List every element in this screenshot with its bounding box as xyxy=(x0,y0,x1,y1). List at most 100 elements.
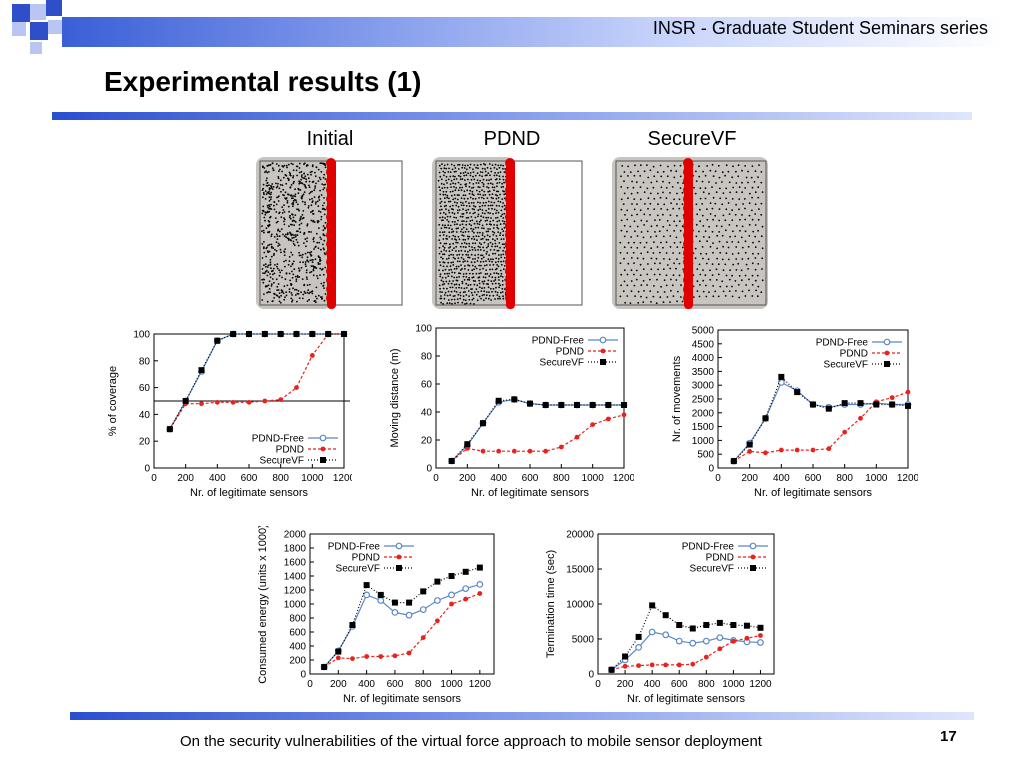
y-tick-label: 200 xyxy=(289,656,306,667)
x-tick-label: 400 xyxy=(644,679,661,690)
data-point xyxy=(621,412,627,418)
data-point xyxy=(480,420,486,427)
y-tick-label: 800 xyxy=(289,614,306,625)
data-point xyxy=(810,447,816,453)
data-point xyxy=(309,331,316,337)
data-point xyxy=(480,448,486,454)
data-point xyxy=(747,449,753,454)
legend-marker xyxy=(750,565,756,571)
y-axis-label: Moving distance (m) xyxy=(389,348,401,447)
data-point xyxy=(364,654,370,659)
data-point xyxy=(716,634,724,641)
series-line xyxy=(323,592,481,668)
chart-consumed-energy: 0 200 400 600 800 1000 1200 0 200 400 600 800 1000 12… xyxy=(257,526,495,705)
x-tick-label: 600 xyxy=(805,473,822,484)
data-point xyxy=(842,429,848,435)
data-point xyxy=(363,591,371,599)
data-point xyxy=(433,597,441,604)
data-point xyxy=(262,398,268,404)
data-point xyxy=(527,448,533,454)
legend-label: PDND-Free xyxy=(328,542,381,553)
data-point xyxy=(511,396,518,403)
x-tick-label: 800 xyxy=(415,679,432,690)
data-point xyxy=(198,367,205,374)
y-tick-label: 40 xyxy=(421,408,433,419)
series-line xyxy=(733,391,909,462)
legend-marker xyxy=(884,361,890,367)
data-point xyxy=(649,662,655,668)
data-point xyxy=(464,441,471,448)
data-point xyxy=(675,637,683,645)
data-point xyxy=(717,646,723,652)
data-point xyxy=(511,448,517,454)
data-point xyxy=(758,633,763,638)
y-tick-label: 1500 xyxy=(692,422,715,433)
data-point xyxy=(702,637,710,645)
data-point xyxy=(794,447,800,453)
x-tick-label: 1200 xyxy=(469,679,492,690)
data-point xyxy=(214,399,220,405)
x-axis-label: Nr. of legitimate sensors xyxy=(471,487,589,499)
data-point xyxy=(558,444,564,450)
legend-label: SecureVF xyxy=(260,456,304,467)
sensor-dots xyxy=(261,162,327,304)
data-point xyxy=(574,402,580,408)
x-tick-label: 200 xyxy=(741,473,758,484)
panel-title-pdnd: PDND xyxy=(483,128,541,150)
data-point xyxy=(527,400,533,407)
data-point xyxy=(277,331,284,337)
legend-label: PDND-Free xyxy=(816,338,869,349)
legend-marker xyxy=(396,554,402,560)
data-point xyxy=(294,385,299,390)
data-point xyxy=(378,654,384,659)
data-point xyxy=(622,653,629,660)
legend-marker xyxy=(395,542,403,550)
data-point xyxy=(419,606,427,613)
data-point xyxy=(476,581,484,588)
data-point xyxy=(335,655,341,661)
x-tick-label: 1000 xyxy=(865,473,888,484)
legend-marker xyxy=(600,348,606,354)
legend-label: PDND xyxy=(556,347,584,358)
x-axis-label: Nr. of legitimate sensors xyxy=(190,487,308,499)
data-point xyxy=(873,401,880,408)
data-point xyxy=(889,395,895,401)
data-point xyxy=(744,635,750,641)
legend-marker xyxy=(396,565,402,571)
y-tick-label: 2500 xyxy=(692,395,715,406)
plot-frame xyxy=(597,533,775,675)
legend-marker xyxy=(319,434,327,442)
data-point xyxy=(590,422,596,427)
data-point xyxy=(762,415,769,422)
title-underline xyxy=(52,112,972,120)
data-point xyxy=(810,401,816,408)
data-point xyxy=(495,397,502,404)
data-point xyxy=(462,585,470,592)
data-point xyxy=(377,591,384,598)
panel-title-securevf: SecureVF xyxy=(647,128,737,150)
legend-label: PDND xyxy=(276,445,304,456)
data-point xyxy=(574,434,580,440)
data-point xyxy=(743,622,750,629)
x-axis-label: Nr. of legitimate sensors xyxy=(754,487,872,499)
series-title: INSR - Graduate Student Seminars series xyxy=(652,18,988,38)
coverage-area xyxy=(432,157,514,309)
logo-square xyxy=(30,4,46,20)
y-tick-label: 1400 xyxy=(284,572,307,583)
data-point xyxy=(635,643,643,651)
y-tick-label: 0 xyxy=(300,670,306,681)
x-tick-label: 800 xyxy=(836,473,853,484)
data-point xyxy=(462,568,469,575)
data-point xyxy=(589,402,596,408)
data-point xyxy=(477,591,483,596)
chart-moving-distance: 0 200 400 600 800 1000 1200 0 20 40 60 80 100 Nr. of … xyxy=(389,324,634,500)
data-point xyxy=(689,625,696,632)
y-tick-label: 60 xyxy=(139,383,151,394)
data-point xyxy=(448,573,455,579)
x-tick-label: 600 xyxy=(241,473,258,484)
data-point xyxy=(214,337,221,344)
data-point xyxy=(278,397,284,403)
